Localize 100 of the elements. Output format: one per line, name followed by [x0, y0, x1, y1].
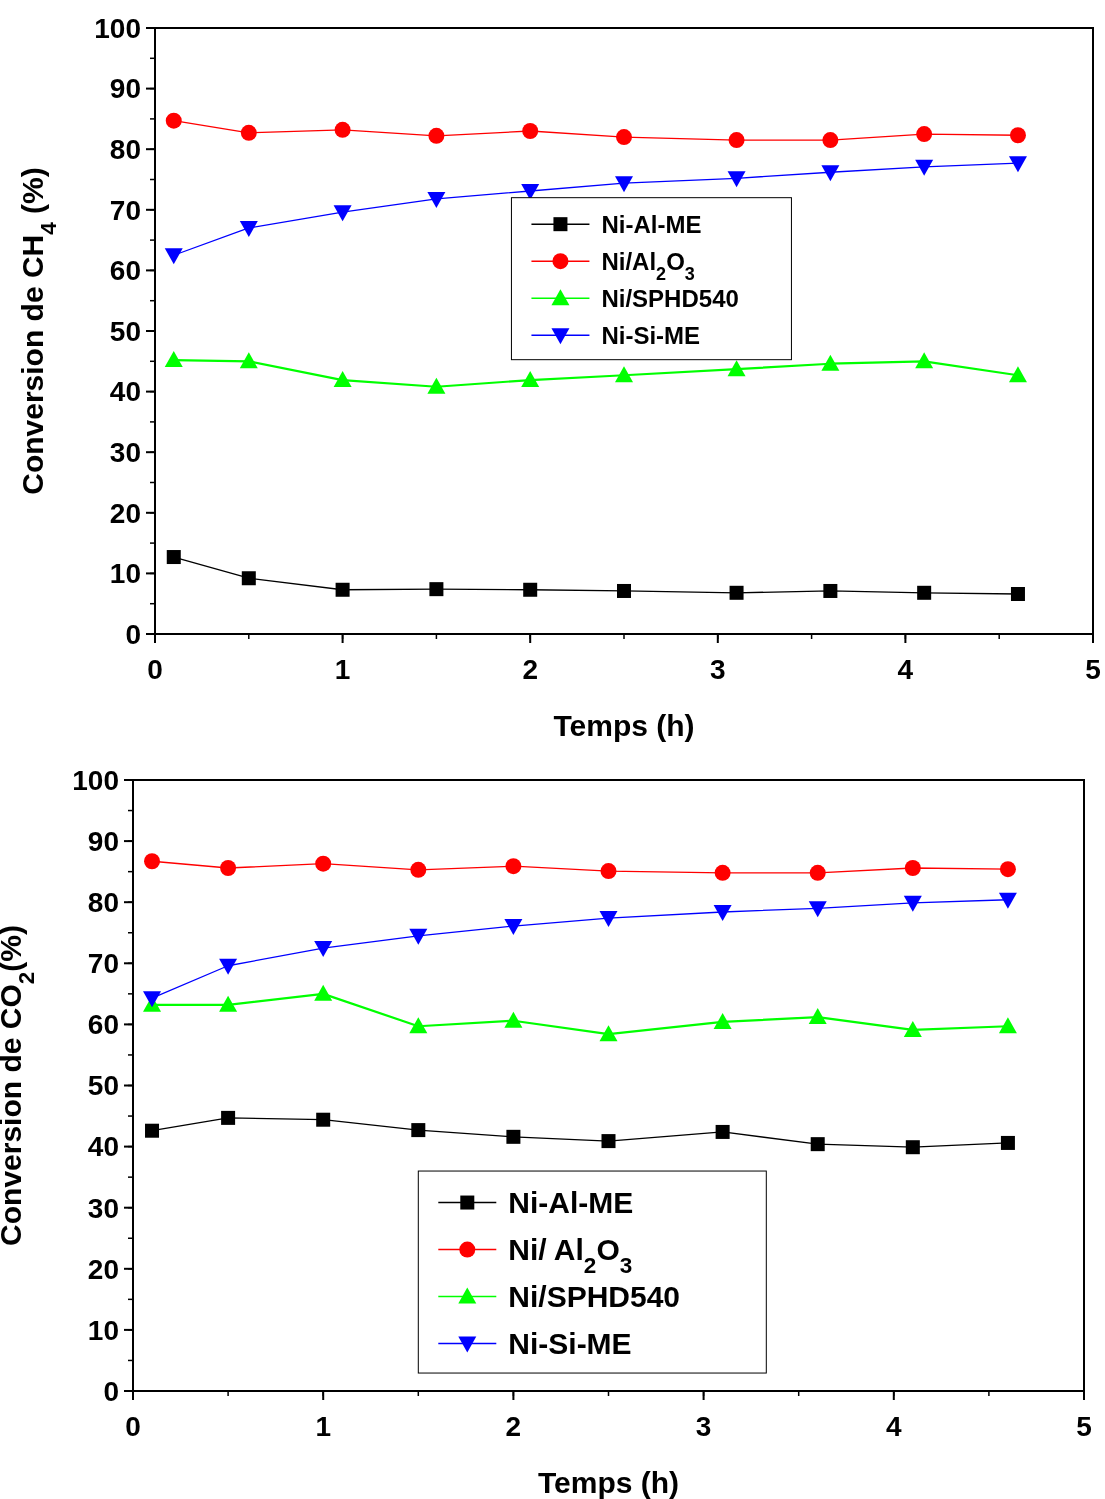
point [428, 127, 445, 144]
point [1010, 587, 1025, 601]
x-tick-label: 4 [897, 654, 914, 685]
y-tick-label: 10 [109, 558, 141, 590]
point [241, 571, 256, 586]
y-tick-label: 60 [109, 255, 141, 287]
y-tick-label: 100 [72, 764, 119, 796]
x-tick-label: 2 [522, 654, 538, 685]
point [915, 352, 934, 369]
x-tick-label: 2 [505, 1411, 522, 1442]
point [615, 176, 633, 193]
y-tick-label: 70 [87, 948, 119, 980]
point [523, 582, 538, 597]
point [915, 159, 934, 176]
point [1009, 127, 1026, 144]
point [601, 1134, 616, 1149]
legend-label: Ni-Si-ME [601, 321, 701, 349]
point [599, 1025, 618, 1042]
y-tick-label: 80 [87, 887, 119, 918]
legend-label: Ni/Al$_{2}$O$_{3}$ [601, 247, 695, 284]
point [334, 121, 351, 138]
point [599, 911, 618, 928]
point [427, 191, 446, 208]
point [409, 928, 428, 945]
x-tick-label: 3 [710, 654, 726, 685]
y-tick-label: 0 [103, 1375, 119, 1407]
y-tick-label: 40 [109, 376, 141, 408]
point [220, 859, 237, 876]
point [998, 1017, 1017, 1034]
point [905, 1140, 920, 1155]
point [427, 377, 446, 394]
point [314, 941, 333, 958]
point [239, 220, 258, 237]
x-tick-label: 3 [695, 1411, 712, 1442]
point [166, 550, 181, 565]
point [713, 904, 732, 921]
point [506, 1129, 521, 1144]
point [903, 895, 922, 912]
point [600, 863, 617, 880]
point [822, 132, 839, 149]
x-axis-title: Temps (h) [553, 709, 695, 742]
x-axis-title: Temps (h) [537, 1466, 680, 1499]
point [903, 1020, 922, 1037]
point [429, 582, 444, 597]
point [916, 126, 933, 143]
y-tick-label: 30 [87, 1192, 119, 1224]
point [239, 352, 258, 369]
y-tick-label: 20 [87, 1253, 119, 1285]
point [409, 1017, 428, 1034]
point [164, 351, 183, 368]
point [823, 583, 838, 598]
point [715, 1124, 730, 1139]
point [219, 995, 238, 1012]
point [522, 123, 539, 140]
legend-label: Ni/ Al$_{2}$O$_{3}$ [508, 1233, 633, 1278]
legend-label: Ni-Al-ME [508, 1186, 634, 1220]
point [729, 585, 744, 600]
point [333, 205, 352, 222]
y-tick-label: 40 [87, 1131, 119, 1163]
point [917, 585, 932, 600]
point [164, 248, 183, 265]
point [145, 1123, 160, 1138]
point [821, 354, 840, 371]
point [810, 1137, 825, 1152]
point [504, 919, 523, 936]
y-tick-label: 30 [109, 437, 141, 468]
point [410, 861, 427, 878]
legend-label: Ni/SPHD540 [508, 1280, 681, 1314]
point [315, 855, 332, 872]
point [904, 859, 921, 876]
point [615, 366, 633, 383]
legend-label: Ni/SPHD540 [601, 284, 739, 312]
point [808, 1008, 827, 1025]
point [316, 1112, 331, 1127]
x-tick-label: 1 [334, 654, 351, 685]
point [240, 124, 257, 141]
point [999, 861, 1016, 878]
point [314, 984, 333, 1001]
y-tick-label: 90 [87, 825, 119, 857]
point [808, 901, 827, 918]
point [821, 165, 840, 182]
x-tick-label: 0 [147, 654, 163, 685]
point [714, 864, 731, 881]
y-tick-label: 100 [94, 12, 141, 44]
point [505, 858, 522, 875]
legend-label: Ni-Al-ME [601, 210, 702, 238]
point [219, 958, 238, 975]
y-tick-label: 90 [109, 73, 141, 105]
point [727, 360, 746, 377]
point [727, 171, 746, 188]
y-tick-label: 70 [109, 194, 141, 226]
point [1008, 366, 1027, 383]
point [713, 1012, 732, 1029]
x-tick-label: 1 [315, 1411, 331, 1442]
point [616, 129, 632, 146]
point [521, 371, 540, 388]
y-tick-label: 80 [109, 134, 141, 165]
point [809, 864, 826, 881]
y-tick-label: 0 [125, 618, 141, 650]
point [504, 1011, 523, 1028]
